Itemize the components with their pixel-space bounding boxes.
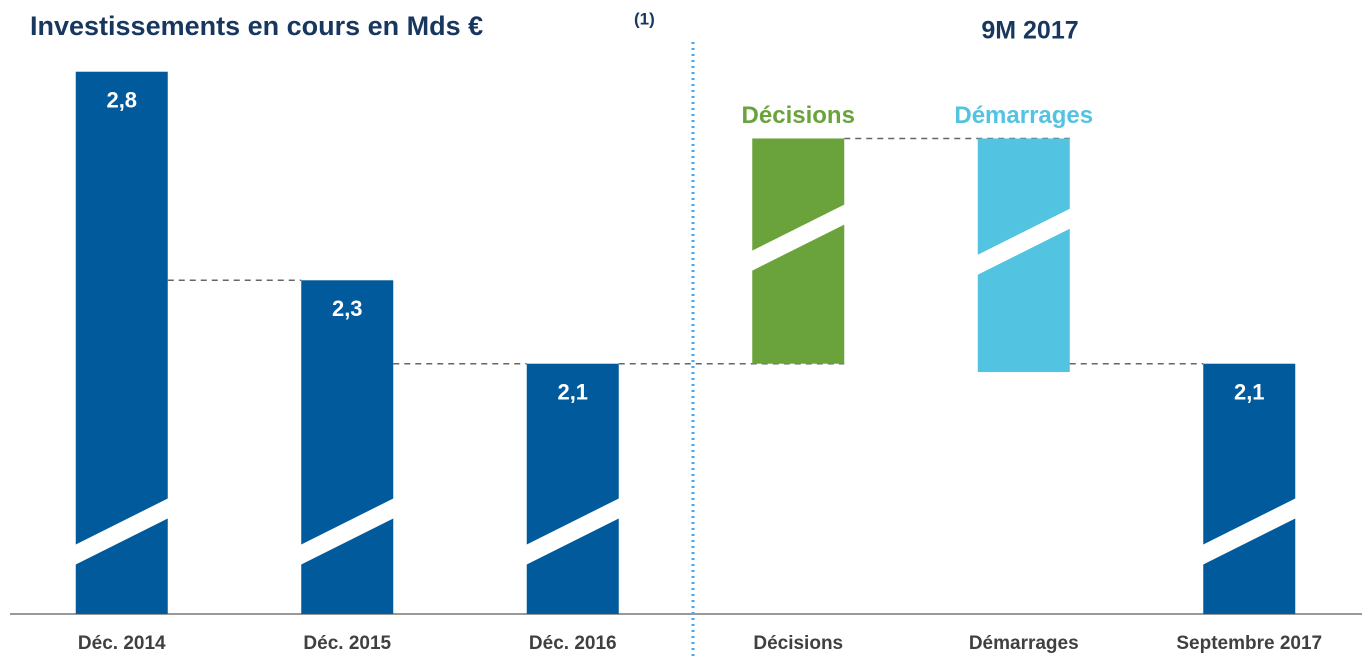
value-label: 2,3 xyxy=(332,296,363,321)
x-tick-label: Déc. 2014 xyxy=(78,633,166,654)
x-tick-label: Déc. 2015 xyxy=(303,633,391,654)
axis-break xyxy=(74,498,169,565)
x-tick-label: Démarrages xyxy=(969,633,1079,654)
axis-break xyxy=(525,498,620,565)
bar-annotation: Démarrages xyxy=(954,102,1093,129)
x-tick-label: Décisions xyxy=(753,633,843,654)
axis-break xyxy=(1202,498,1297,565)
value-label: 2,1 xyxy=(1234,380,1265,405)
bar-annotation: Décisions xyxy=(742,102,855,129)
axis-break xyxy=(300,498,395,565)
subtitle: 9M 2017 xyxy=(981,17,1078,45)
x-tick-label: Déc. 2016 xyxy=(529,633,617,654)
value-label: 2,8 xyxy=(106,88,137,113)
title-note: (1) xyxy=(634,9,655,28)
bar xyxy=(301,280,394,614)
bar xyxy=(1203,363,1296,614)
x-tick-label: Septembre 2017 xyxy=(1176,633,1322,654)
axis-break xyxy=(751,204,846,272)
chart-title: Investissements en cours en Mds € xyxy=(30,11,483,41)
value-label: 2,1 xyxy=(557,380,588,405)
bar xyxy=(526,363,619,614)
axis-break xyxy=(976,208,1071,276)
